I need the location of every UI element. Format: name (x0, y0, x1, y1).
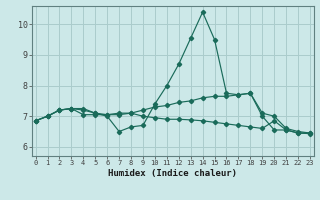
X-axis label: Humidex (Indice chaleur): Humidex (Indice chaleur) (108, 169, 237, 178)
